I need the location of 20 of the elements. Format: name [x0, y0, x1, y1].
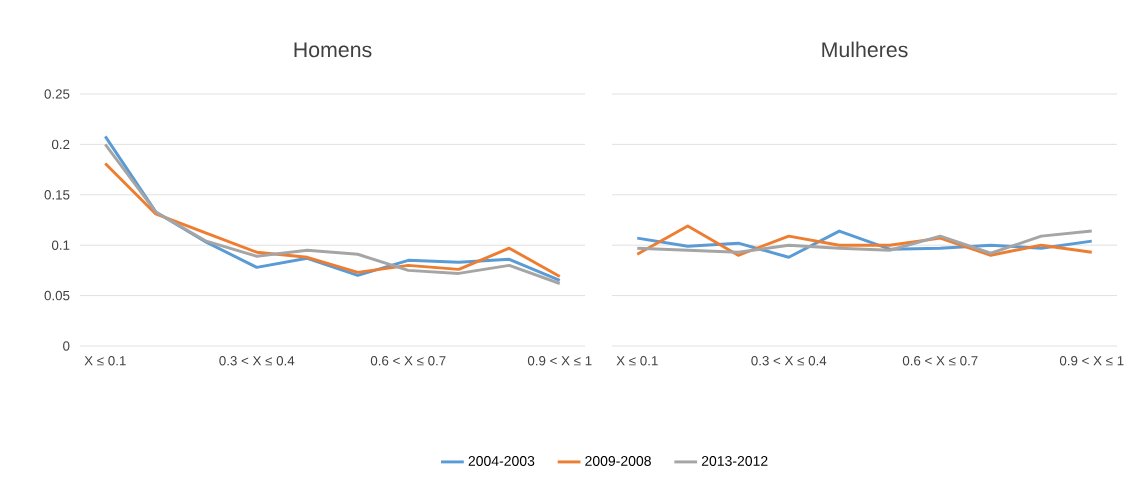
- legend-label: 2009-2008: [585, 456, 651, 466]
- y-tick-label: 0.1: [51, 240, 70, 250]
- chart-title: Mulheres: [822, 41, 908, 58]
- y-tick-label: 0: [63, 341, 70, 351]
- legend-label: 2004-2003: [468, 456, 535, 466]
- line-series: [103, 162, 562, 278]
- x-tick-label: 0.6 < X ≤ 0.7: [902, 356, 978, 366]
- x-tick-label: X ≤ 0.1: [616, 356, 658, 366]
- y-tick-label: 0.25: [44, 89, 70, 99]
- x-tick-label: 0.6 < X ≤ 0.7: [370, 356, 446, 366]
- chart-title: Homens: [294, 42, 372, 58]
- x-tick-label: 0.9 < X ≤ 1: [527, 356, 592, 366]
- y-tick-label: 0.05: [44, 290, 70, 301]
- y-tick-label: 0.15: [44, 190, 70, 200]
- x-tick-label: 0.9 < X ≤ 1: [1059, 356, 1124, 366]
- legend-label: 2013-2012: [701, 456, 768, 466]
- x-tick-label: 0.3 < X ≤ 0.4: [751, 356, 827, 366]
- y-tick-label: 0.2: [51, 139, 70, 150]
- x-tick-label: 0.3 < X ≤ 0.4: [219, 356, 295, 366]
- x-tick-label: X ≤ 0.1: [84, 356, 126, 366]
